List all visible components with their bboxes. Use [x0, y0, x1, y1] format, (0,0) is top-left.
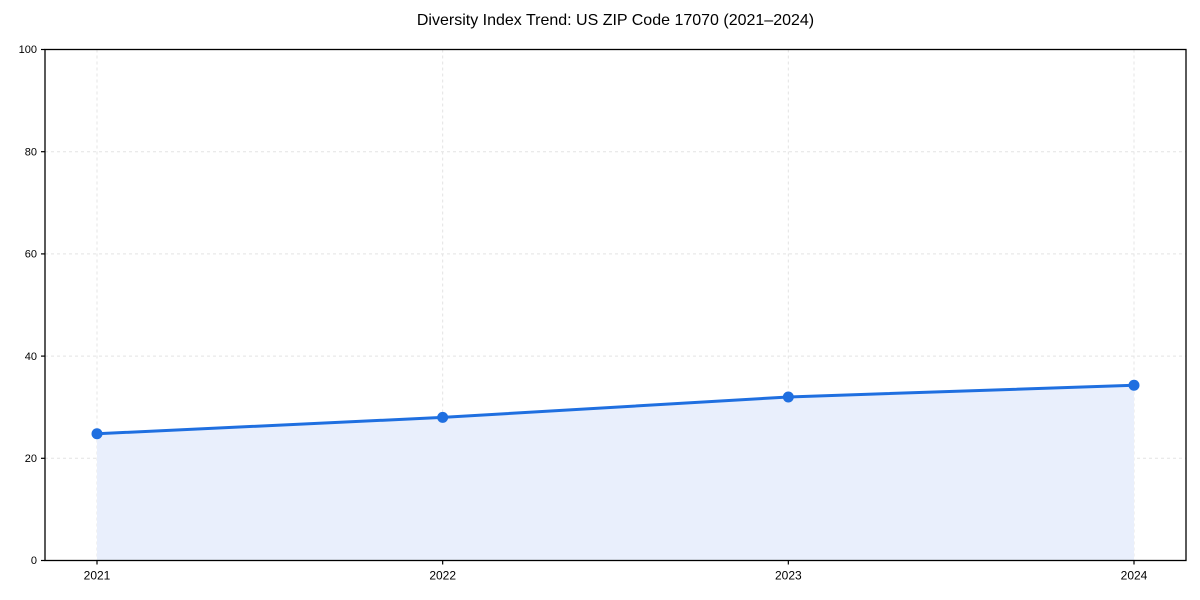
y-tick-label: 80 [25, 146, 37, 158]
y-tick-label: 0 [31, 555, 37, 567]
x-tick-label: 2023 [775, 569, 802, 583]
y-tick-label: 40 [25, 351, 37, 363]
trend-line [95, 383, 1136, 436]
y-tick-label: 60 [25, 249, 37, 261]
data-point-marker [1128, 379, 1140, 391]
y-tick-label: 20 [25, 453, 37, 465]
data-point-marker [91, 428, 103, 440]
data-point-marker [437, 411, 449, 423]
plot-border [44, 48, 1187, 562]
area-fill [97, 385, 1134, 561]
x-tick-label: 2024 [1121, 569, 1148, 583]
data-point-marker [782, 391, 794, 403]
y-tick-label: 100 [19, 44, 37, 56]
x-tick-label: 2021 [84, 569, 111, 583]
chart-title: Diversity Index Trend: US ZIP Code 17070… [416, 12, 815, 29]
x-tick-label: 2022 [429, 569, 456, 583]
